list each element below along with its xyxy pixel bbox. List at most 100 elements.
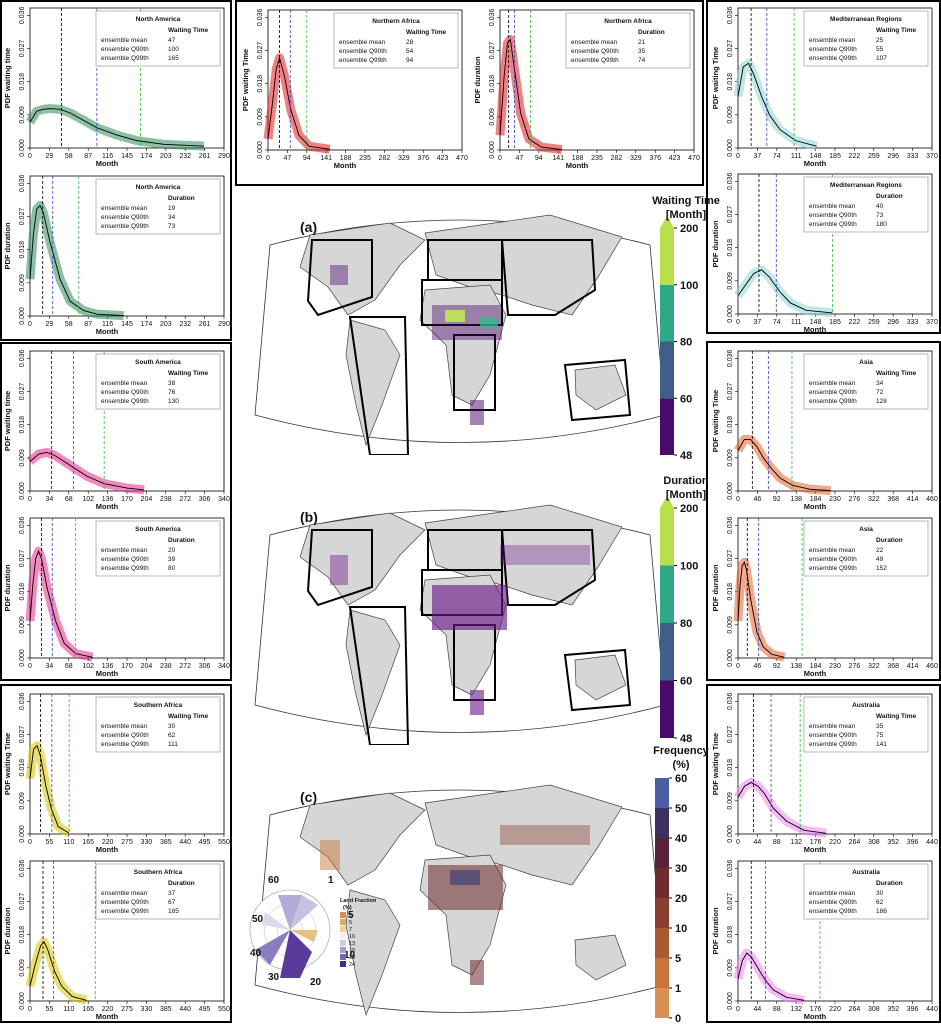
wind-rose-labels: 60 1 5 10 20 30 40 50 [250,875,356,988]
x-axis-label: Month [566,161,589,170]
stats-value: 76 [168,389,176,396]
y-tick-label: 0.018 [489,75,496,93]
x-tick-label: 235 [591,155,603,162]
x-tick-label: 148 [810,319,822,326]
x-tick-label: 352 [887,1006,899,1013]
x-tick-label: 88 [773,839,781,846]
x-tick-label: 204 [141,663,153,670]
x-tick-label: 220 [102,1006,114,1013]
x-tick-label: 385 [160,839,172,846]
x-tick-label: 185 [829,153,841,160]
y-tick-label: 0.000 [19,139,26,157]
y-axis-label: PDF waiting Time [3,733,12,795]
x-tick-label: 0 [28,496,32,503]
stats-value: 37 [168,890,176,897]
stats-label: ensemble mean [101,890,148,897]
x-tick-label: 550 [218,1006,230,1013]
x-tick-label: 238 [160,663,172,670]
x-tick-label: 0 [28,153,32,160]
wind-rose-label: 5 [348,910,354,921]
y-tick-label: 0.027 [19,383,26,401]
stats-value: 75 [876,732,884,739]
x-axis-label: Month [804,1012,827,1021]
land-fraction-swatch [340,954,346,960]
y-tick-label: 0.027 [727,726,734,744]
colorbar-tick-label: 60 [680,393,692,405]
stats-label: ensemble mean [571,39,618,46]
stats-label: ensemble mean [101,205,148,212]
x-tick-label: 370 [926,319,938,326]
stats-label: ensemble Q90th [571,48,619,55]
y-tick-label: 0.027 [727,893,734,911]
x-tick-label: 368 [887,496,899,503]
x-tick-label: 176 [810,839,822,846]
panel-box [706,0,941,334]
x-tick-label: 329 [398,155,410,162]
stats-title: Asia [859,526,873,533]
x-tick-label: 340 [218,663,230,670]
stats-label: ensemble mean [101,37,148,44]
colorbar-tick-label: 80 [680,618,692,630]
stats-header: Waiting Time [406,29,446,36]
stats-label: ensemble mean [809,380,856,387]
stats-label: ensemble Q99th [339,57,387,64]
x-axis-label: Month [804,325,827,334]
colorbar-arrow [660,496,674,508]
stats-header: Duration [168,880,195,887]
x-tick-label: 58 [65,153,73,160]
y-axis-label: PDF duration [3,222,12,269]
colorbar-title: Frequency [653,745,710,757]
y-axis-label: PDF waiting Time [711,390,720,452]
stats-value: 19 [168,205,176,212]
x-tick-label: 46 [754,663,762,670]
colorbar-tick-label: 48 [680,733,692,745]
x-tick-label: 264 [849,1006,861,1013]
x-tick-label: 330 [141,839,153,846]
colorbar-tick-label: 1 [675,983,681,995]
colorbar-tick-label: 20 [675,893,687,905]
ensemble-mean-curve [29,744,70,834]
x-tick-label: 184 [810,496,822,503]
x-tick-label: 111 [791,319,802,326]
stats-value: 62 [876,899,884,906]
stats-title: North America [136,16,181,23]
map-label: (c) [300,789,317,805]
stats-value: 128 [876,398,887,405]
x-tick-label: 138 [790,663,802,670]
x-tick-label: 68 [65,496,73,503]
x-tick-label: 460 [926,496,938,503]
stats-value: 73 [168,223,176,230]
x-tick-label: 440 [179,1006,191,1013]
stats-label: ensemble Q99th [101,908,149,915]
y-tick-label: 0.036 [19,693,26,711]
stats-label: ensemble Q99th [809,741,857,748]
x-tick-label: 145 [121,153,133,160]
ensemble-mean-curve [29,451,145,491]
x-tick-label: 322 [868,496,880,503]
y-tick-label: 0.000 [727,825,734,843]
x-tick-label: 423 [437,155,449,162]
y-tick-label: 0.018 [727,73,734,91]
wind-rose-label: 30 [268,972,280,983]
stats-label: ensemble Q99th [101,55,149,62]
colorbar-segment [660,623,674,681]
stats-label: ensemble mean [809,37,856,44]
land-fraction-label: 7 [349,927,352,933]
stats-box [803,863,929,920]
colorbar-segment [655,808,669,838]
stats-label: ensemble Q90th [809,389,857,396]
ensemble-mean-curve [29,549,93,658]
y-axis-label: PDF duration [3,564,12,611]
y-tick-label: 0.009 [727,449,734,467]
y-axis-label: PDF duration [711,564,720,611]
y-tick-label: 0.018 [727,583,734,601]
ensemble-band [734,777,827,838]
y-tick-label: 0.000 [257,141,264,159]
x-tick-label: 145 [121,321,133,328]
ensemble-mean-curve [737,781,827,834]
stats-label: ensemble Q99th [809,55,857,62]
x-tick-label: 0 [266,155,270,162]
ensemble-band [25,546,94,662]
x-tick-label: 148 [810,153,822,160]
x-tick-label: 329 [630,155,642,162]
